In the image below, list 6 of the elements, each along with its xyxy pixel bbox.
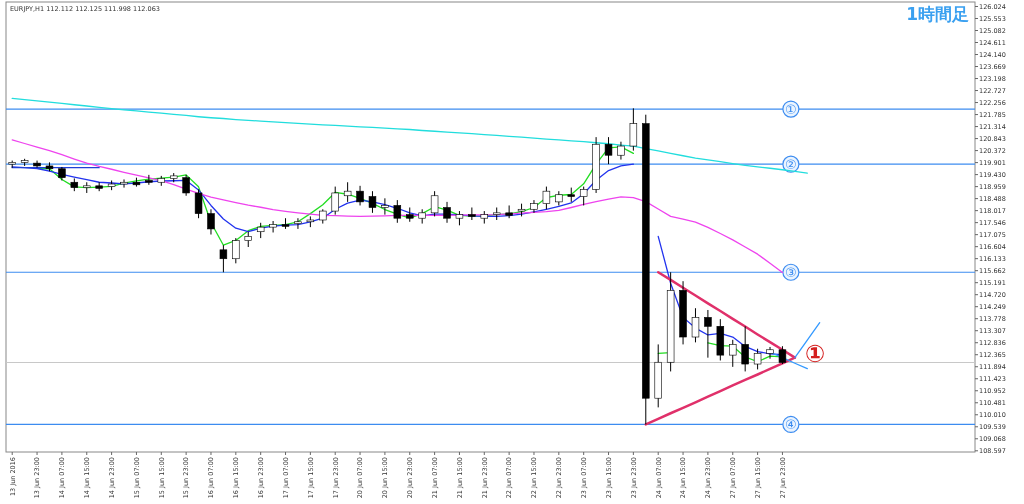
ref-line-label: ④ — [785, 416, 797, 432]
ref-line-label: ② — [785, 156, 797, 172]
chart-title: 1時間足 — [906, 4, 969, 24]
ref-line-label: ③ — [785, 264, 797, 280]
annotation: ① — [804, 340, 826, 368]
ref-line-label: ① — [785, 101, 797, 117]
